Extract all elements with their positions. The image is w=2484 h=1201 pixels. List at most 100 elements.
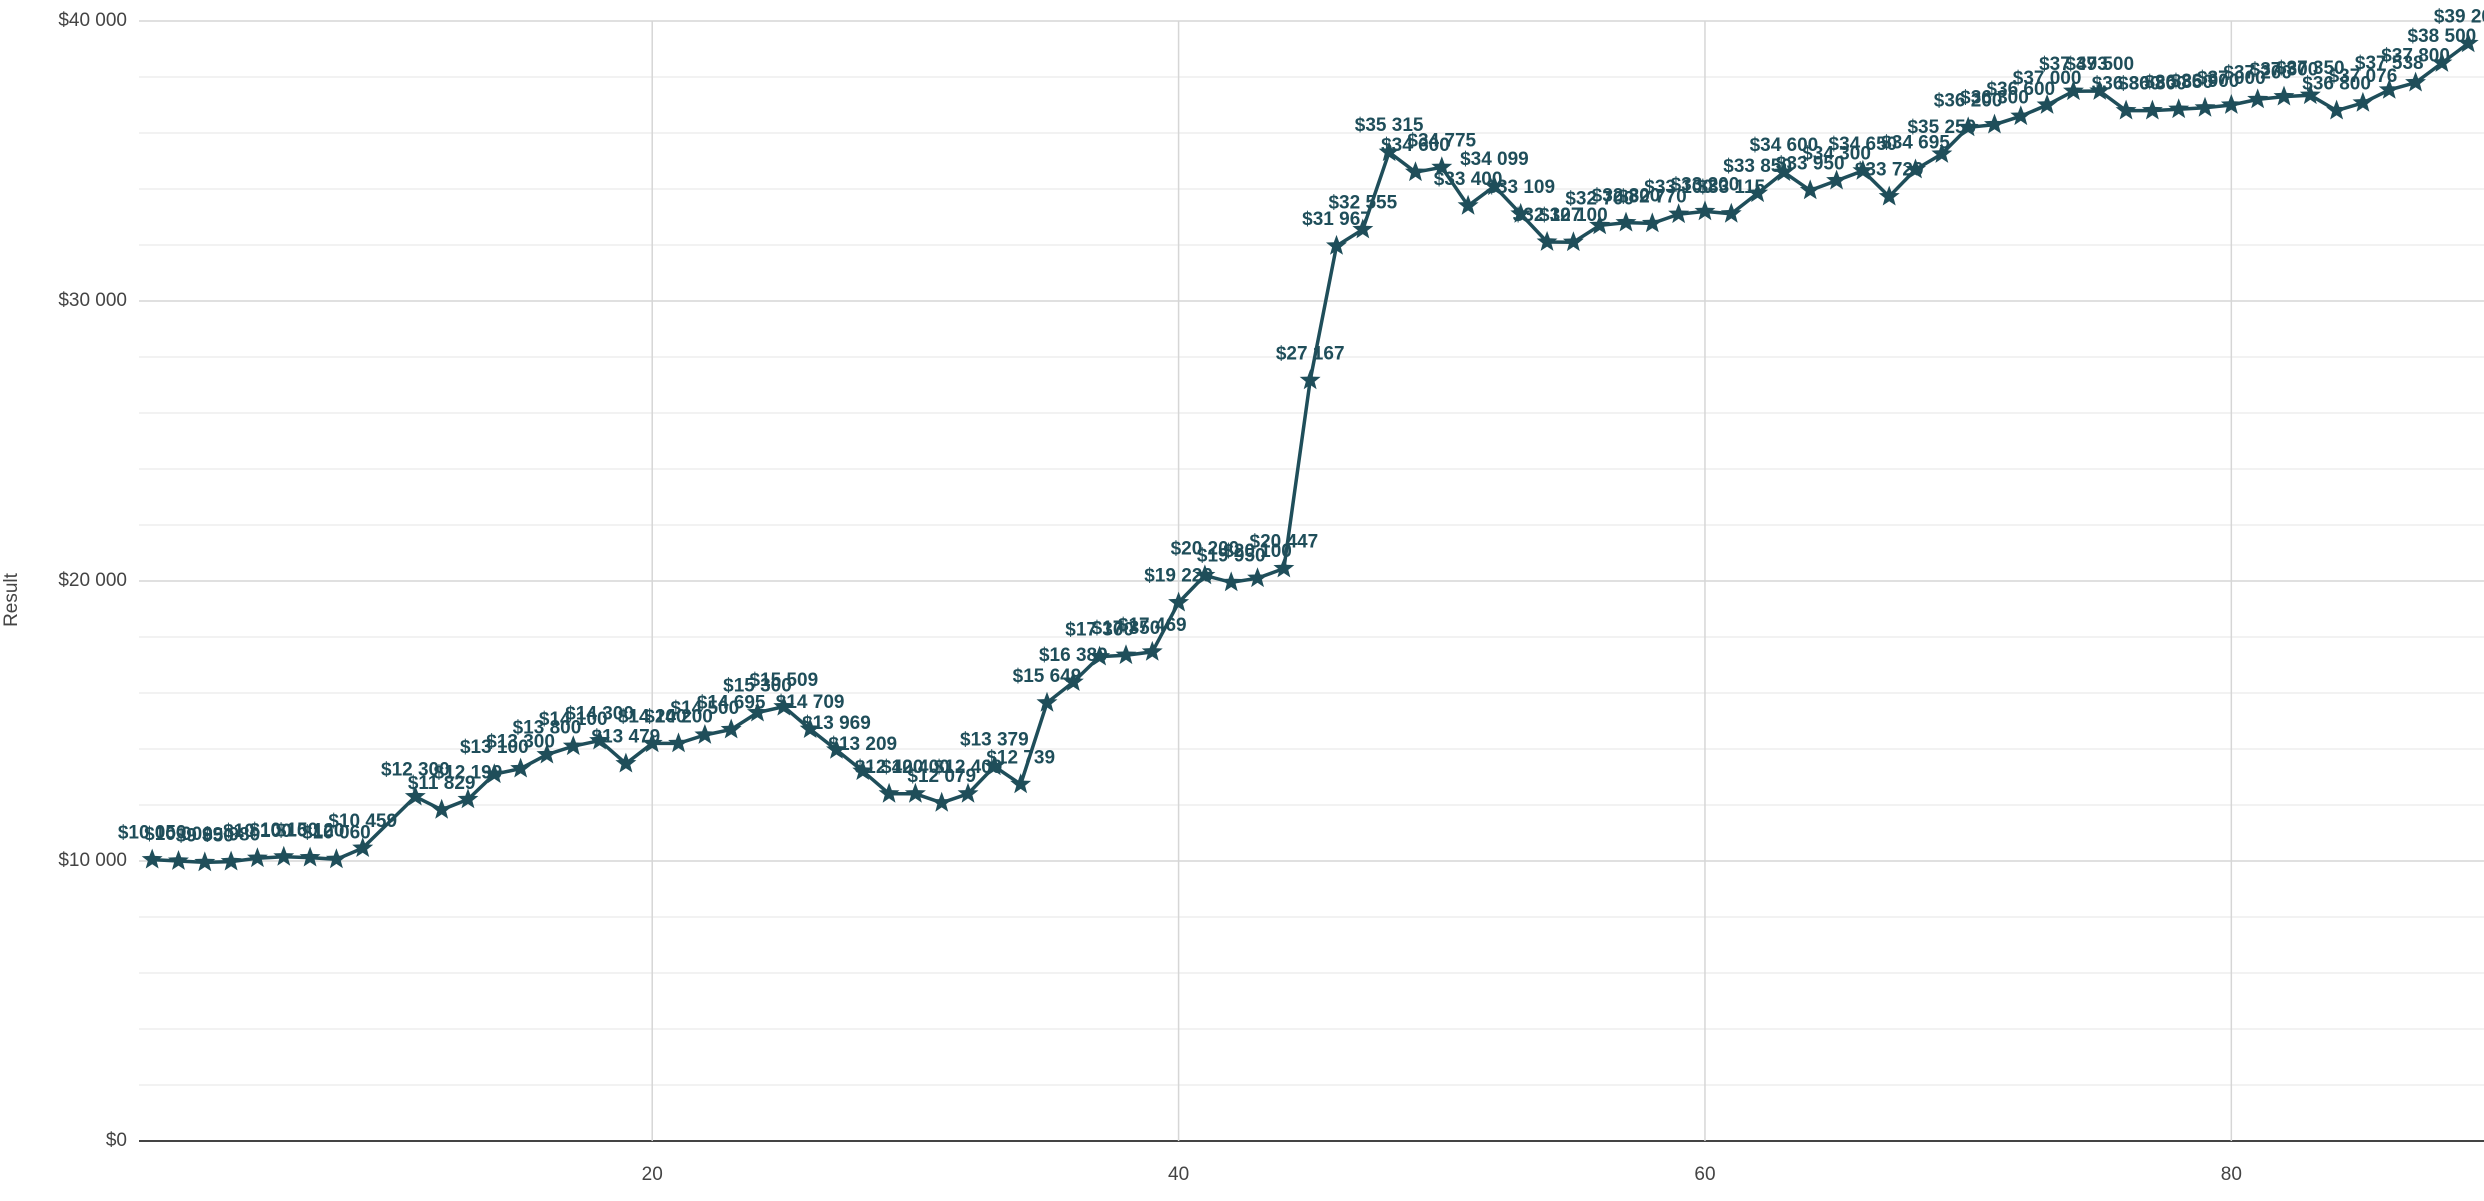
- data-label: $10 120: [276, 821, 345, 842]
- data-label: $13 379: [960, 729, 1029, 750]
- data-label: $12 079: [907, 766, 976, 787]
- point: [2299, 84, 2321, 105]
- point: [2115, 99, 2137, 120]
- data-label: $10 000: [144, 824, 213, 845]
- point: [1878, 185, 1900, 206]
- point: [1484, 175, 1505, 196]
- data-label: $32 800: [1592, 186, 1661, 207]
- point: [1589, 214, 1611, 235]
- data-label: $19 229: [1144, 566, 1213, 587]
- data-label: $9 980: [202, 825, 260, 846]
- data-label: $34 775: [1407, 130, 1476, 151]
- data-label: $34 099: [1460, 149, 1529, 170]
- point: [1747, 182, 1769, 203]
- point: [1668, 203, 1690, 224]
- y-tick-label: $10 000: [58, 850, 127, 871]
- data-label: $15 509: [749, 670, 818, 691]
- data-label: $12 400: [881, 757, 950, 778]
- data-label: $10 060: [302, 822, 371, 843]
- point: [904, 782, 926, 803]
- data-label: $37 800: [2381, 46, 2450, 67]
- data-label: $14 300: [565, 704, 634, 725]
- data-label: $39 200: [2434, 6, 2484, 27]
- data-label: $32 770: [1618, 186, 1687, 207]
- data-label: $35 250: [1907, 117, 1976, 138]
- point: [1141, 640, 1163, 661]
- point: [1089, 645, 1111, 666]
- point: [536, 743, 558, 764]
- point: [773, 695, 795, 716]
- point: [1931, 143, 1953, 163]
- point: [2273, 85, 2295, 106]
- data-label: $36 300: [1960, 88, 2029, 109]
- data-label: $34 695: [1881, 133, 1950, 154]
- data-label: $37 493: [2039, 54, 2108, 75]
- point: [1247, 567, 1268, 588]
- point: [1852, 159, 1874, 180]
- point: [404, 785, 426, 806]
- point: [220, 850, 242, 871]
- point: [878, 782, 900, 803]
- data-label: $33 850: [1723, 156, 1792, 177]
- data-label: $33 115: [1697, 177, 1765, 198]
- point: [720, 718, 742, 739]
- point: [2457, 32, 2479, 53]
- point: [1536, 231, 1558, 251]
- y-tick-label: $30 000: [58, 290, 127, 311]
- data-label: $17 350: [1092, 618, 1161, 639]
- data-label: $12 400: [855, 757, 924, 778]
- data-label: $13 100: [460, 737, 529, 758]
- data-label: $10 150: [249, 820, 318, 841]
- data-label: $14 709: [776, 692, 845, 713]
- data-label: $17 469: [1118, 615, 1187, 636]
- data-label: $38 500: [2408, 26, 2477, 47]
- data-label: $32 700: [1565, 188, 1634, 209]
- point: [1641, 212, 1663, 233]
- data-label: $15 300: [723, 676, 792, 697]
- data-label: $10 050: [118, 823, 187, 844]
- data-label: $27 167: [1276, 343, 1345, 364]
- point: [1826, 169, 1847, 190]
- point: [2141, 99, 2163, 120]
- data-label: $32 555: [1328, 192, 1397, 213]
- point: [1378, 141, 1400, 162]
- point: [299, 846, 321, 867]
- data-label: $13 969: [802, 713, 871, 734]
- data-label: $12 739: [986, 747, 1055, 768]
- point: [483, 763, 505, 784]
- data-label: $36 200: [1934, 90, 2003, 111]
- data-label: $16 389: [1039, 645, 1108, 666]
- data-label: $37 200: [2223, 62, 2292, 83]
- point: [2405, 71, 2426, 92]
- data-label: $9 950: [176, 825, 234, 846]
- point: [2220, 94, 2242, 114]
- y-tick-label: $0: [106, 1130, 127, 1151]
- point: [589, 729, 610, 750]
- point: [957, 782, 979, 803]
- point: [1773, 161, 1795, 182]
- data-label: $35 315: [1355, 115, 1424, 136]
- point: [1326, 234, 1347, 255]
- point: [641, 732, 663, 753]
- point: [2326, 99, 2348, 120]
- point: [1510, 202, 1532, 223]
- data-label: $36 800: [2302, 74, 2371, 95]
- point: [1036, 691, 1058, 712]
- point: [2036, 94, 2058, 114]
- x-tick-label: 80: [2221, 1164, 2242, 1185]
- x-tick-label: 20: [642, 1164, 663, 1185]
- point: [2247, 88, 2269, 109]
- point: [1220, 571, 1242, 592]
- point: [141, 848, 163, 869]
- data-label: $33 200: [1671, 174, 1740, 195]
- point: [1168, 591, 1190, 612]
- data-label: $13 300: [486, 732, 555, 753]
- data-label: $37 538: [2355, 53, 2424, 74]
- x-tick-label: 60: [1694, 1164, 1715, 1185]
- data-label: $10 459: [328, 811, 397, 832]
- y-tick-label: $20 000: [58, 570, 127, 591]
- data-label: $31 967: [1302, 209, 1371, 230]
- data-label: $33 109: [1486, 177, 1555, 198]
- point: [168, 850, 189, 870]
- data-label: $37 350: [2276, 58, 2345, 79]
